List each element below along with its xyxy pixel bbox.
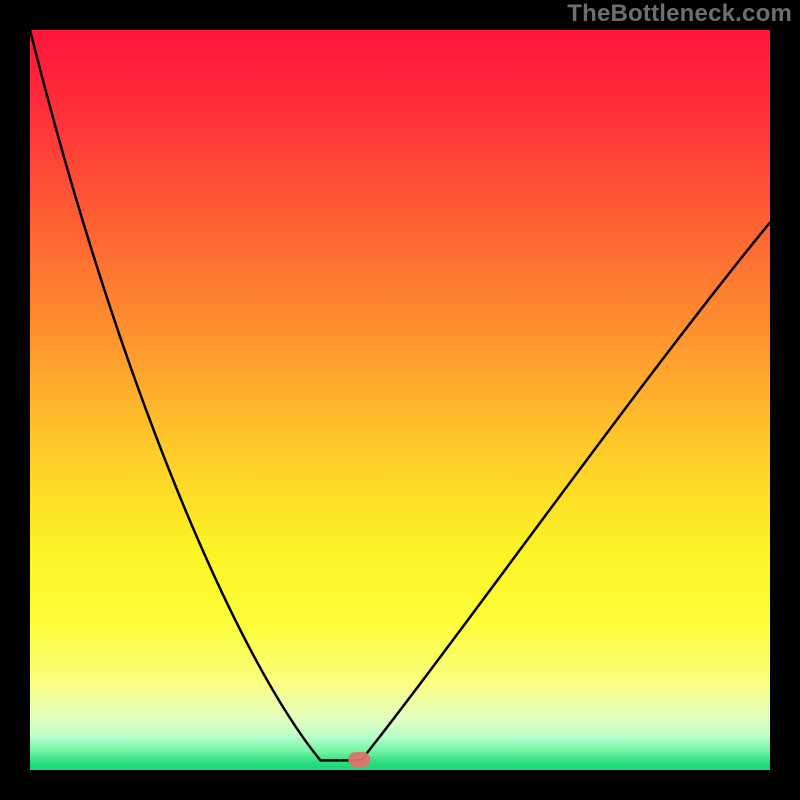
chart-container: TheBottleneck.com bbox=[0, 0, 800, 800]
bottleneck-chart bbox=[0, 0, 800, 800]
optimal-point-marker bbox=[348, 752, 370, 767]
watermark-text: TheBottleneck.com bbox=[567, 0, 792, 28]
plot-background-gradient bbox=[30, 30, 770, 770]
